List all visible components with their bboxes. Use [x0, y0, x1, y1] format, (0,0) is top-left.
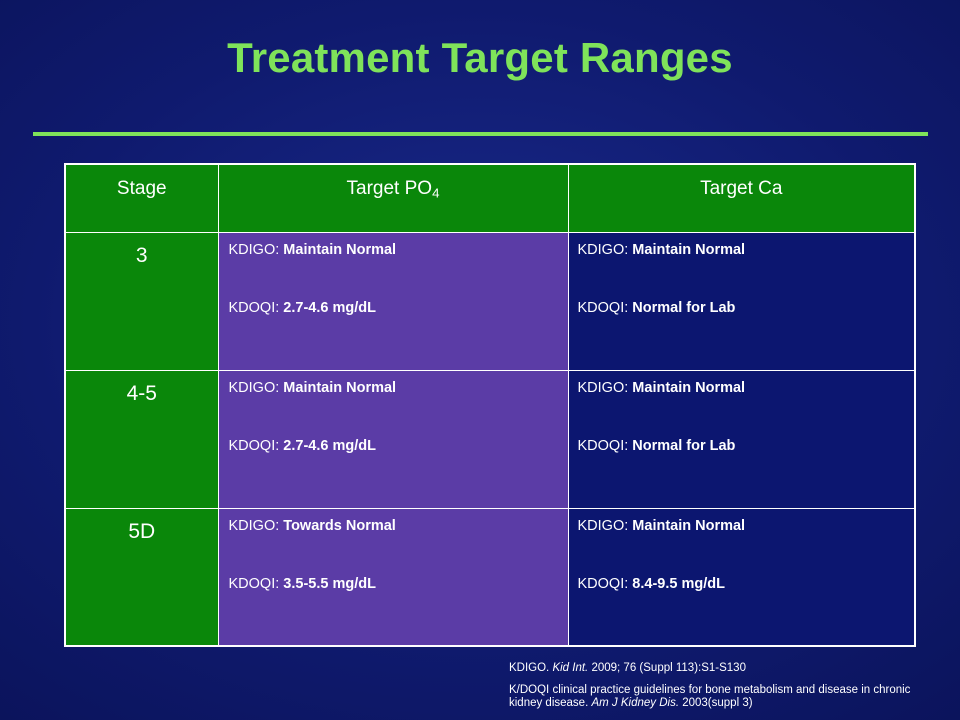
title-underline	[33, 132, 928, 136]
guideline-label: KDIGO:	[577, 241, 633, 258]
kdoqi-line: KDOQI: 2.7-4.6 mg/dL	[229, 437, 568, 455]
guideline-label: KDOQI:	[228, 437, 284, 454]
po4-cell: KDIGO: Maintain Normal KDOQI: 2.7-4.6 mg…	[217, 231, 569, 371]
kdigo-line: KDIGO: Maintain Normal	[578, 379, 915, 397]
reference-journal: Kid Int.	[552, 662, 589, 674]
header-target-po4: Target PO4	[217, 163, 569, 233]
guideline-value: Normal for Lab	[632, 299, 736, 316]
guideline-value: Maintain Normal	[632, 517, 746, 534]
guideline-value: 8.4-9.5 mg/dL	[632, 575, 725, 592]
kdoqi-line: KDOQI: 3.5-5.5 mg/dL	[229, 575, 568, 593]
guideline-label: KDIGO:	[228, 241, 284, 258]
guideline-value: 2.7-4.6 mg/dL	[283, 299, 376, 316]
slide-title: Treatment Target Ranges	[227, 34, 733, 81]
reference-citation: 2009; 76 (Suppl 113):S1-S130	[588, 662, 746, 674]
guideline-label: KDOQI:	[228, 575, 284, 592]
po4-cell: KDIGO: Towards Normal KDOQI: 3.5-5.5 mg/…	[217, 507, 569, 647]
guideline-value: 3.5-5.5 mg/dL	[283, 575, 376, 592]
reference-kdoqi: K/DOQI clinical practice guidelines for …	[509, 684, 929, 710]
guideline-label: KDIGO:	[577, 517, 633, 534]
kdigo-line: KDIGO: Maintain Normal	[578, 517, 915, 535]
guideline-value: Maintain Normal	[283, 379, 397, 396]
table-header-row: Stage Target PO4 Target Ca	[64, 163, 916, 233]
header-target-ca: Target Ca	[567, 163, 916, 233]
references: KDIGO. Kid Int. 2009; 76 (Suppl 113):S1-…	[509, 662, 929, 710]
kdigo-line: KDIGO: Maintain Normal	[578, 241, 915, 259]
kdoqi-line: KDOQI: 8.4-9.5 mg/dL	[578, 575, 915, 593]
guideline-value: Maintain Normal	[283, 241, 397, 258]
kdigo-line: KDIGO: Maintain Normal	[229, 379, 568, 397]
treatment-targets-table: Stage Target PO4 Target Ca 3 KDIGO: Main…	[64, 163, 916, 647]
kdigo-line: KDIGO: Towards Normal	[229, 517, 568, 535]
guideline-label: KDOQI:	[228, 299, 284, 316]
reference-lead: K/DOQI clinical practice guidelines for …	[509, 684, 911, 709]
stage-cell: 5D	[64, 507, 219, 647]
guideline-label: KDOQI:	[577, 437, 633, 454]
kdoqi-line: KDOQI: Normal for Lab	[578, 437, 915, 455]
guideline-label: KDIGO:	[577, 379, 633, 396]
reference-citation: 2003(suppl 3)	[679, 697, 753, 709]
guideline-label: KDIGO:	[228, 379, 284, 396]
table-row: 3 KDIGO: Maintain Normal KDOQI: 2.7-4.6 …	[64, 231, 916, 371]
reference-kdigo: KDIGO. Kid Int. 2009; 76 (Suppl 113):S1-…	[509, 662, 929, 675]
guideline-value: Towards Normal	[283, 517, 396, 534]
stage-cell: 3	[64, 231, 219, 371]
guideline-label: KDIGO:	[228, 517, 284, 534]
guideline-label: KDOQI:	[577, 575, 633, 592]
stage-cell: 4-5	[64, 369, 219, 509]
kdoqi-line: KDOQI: Normal for Lab	[578, 299, 915, 317]
header-po4-text: Target PO	[346, 178, 433, 199]
guideline-value: 2.7-4.6 mg/dL	[283, 437, 376, 454]
ca-cell: KDIGO: Maintain Normal KDOQI: 8.4-9.5 mg…	[567, 507, 916, 647]
table-row: 4-5 KDIGO: Maintain Normal KDOQI: 2.7-4.…	[64, 369, 916, 509]
reference-lead: KDIGO.	[509, 662, 553, 674]
kdoqi-line: KDOQI: 2.7-4.6 mg/dL	[229, 299, 568, 317]
kdigo-line: KDIGO: Maintain Normal	[229, 241, 568, 259]
table-row: 5D KDIGO: Towards Normal KDOQI: 3.5-5.5 …	[64, 507, 916, 647]
guideline-label: KDOQI:	[577, 299, 633, 316]
guideline-value: Normal for Lab	[632, 437, 736, 454]
ca-cell: KDIGO: Maintain Normal KDOQI: Normal for…	[567, 231, 916, 371]
guideline-value: Maintain Normal	[632, 379, 746, 396]
ca-cell: KDIGO: Maintain Normal KDOQI: Normal for…	[567, 369, 916, 509]
reference-journal: Am J Kidney Dis.	[591, 697, 680, 709]
header-po4-subscript: 4	[432, 185, 440, 201]
po4-cell: KDIGO: Maintain Normal KDOQI: 2.7-4.6 mg…	[217, 369, 569, 509]
header-stage: Stage	[64, 163, 219, 233]
guideline-value: Maintain Normal	[632, 241, 746, 258]
